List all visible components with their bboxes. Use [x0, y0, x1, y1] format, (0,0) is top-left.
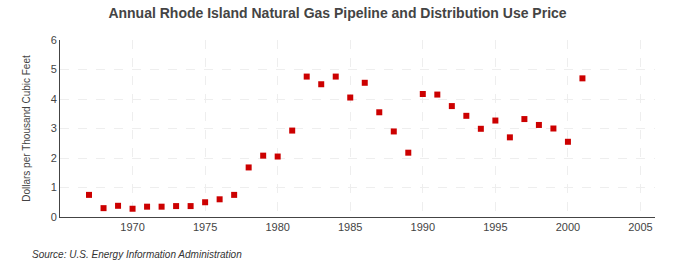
svg-text:2005: 2005 [628, 221, 652, 233]
svg-text:0: 0 [51, 211, 57, 223]
svg-text:Dollars per Thousand Cubic Fee: Dollars per Thousand Cubic Feet [21, 55, 32, 202]
svg-text:2: 2 [51, 152, 57, 164]
svg-text:6: 6 [51, 34, 57, 46]
svg-text:1980: 1980 [265, 221, 289, 233]
svg-text:1970: 1970 [120, 221, 144, 233]
svg-text:1: 1 [51, 181, 57, 193]
svg-text:5: 5 [51, 63, 57, 75]
svg-text:Annual Rhode Island Natural Ga: Annual Rhode Island Natural Gas Pipeline… [108, 5, 566, 21]
svg-text:1985: 1985 [338, 221, 362, 233]
svg-text:2000: 2000 [556, 221, 580, 233]
svg-text:1990: 1990 [411, 221, 435, 233]
svg-text:Source: U.S. Energy Informatio: Source: U.S. Energy Information Administ… [32, 249, 242, 260]
svg-text:1975: 1975 [193, 221, 217, 233]
svg-text:1995: 1995 [483, 221, 507, 233]
svg-text:3: 3 [51, 122, 57, 134]
svg-text:4: 4 [51, 93, 57, 105]
